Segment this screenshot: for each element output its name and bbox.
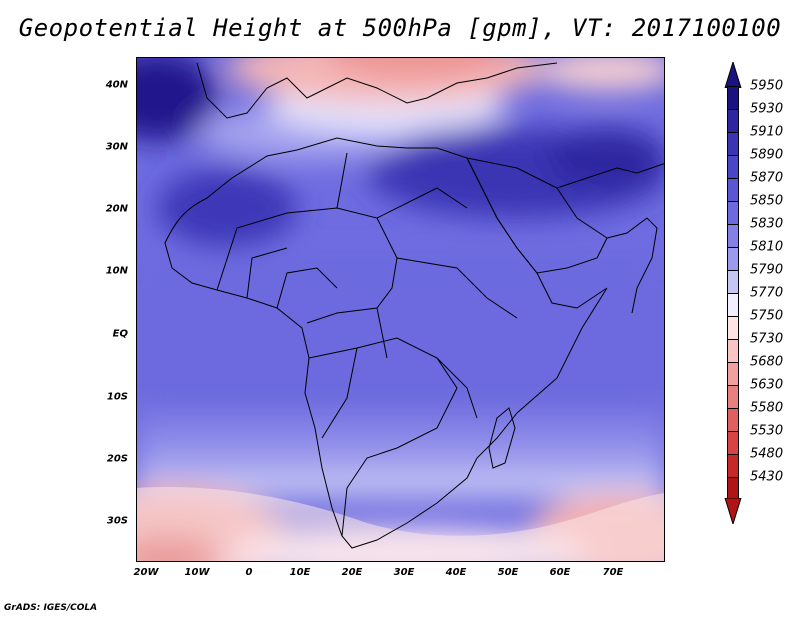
border-1: [216, 207, 398, 324]
colorbar-cell: [727, 362, 739, 385]
lon-label-30e: 30E: [393, 567, 415, 578]
lon-label-70e: 70E: [602, 567, 624, 578]
colorbar-cell: [727, 431, 739, 454]
colorbar-cell: [727, 339, 739, 362]
madagascar-coast: [488, 407, 516, 469]
colorbar-cell: [727, 132, 739, 155]
colorbar: [727, 86, 739, 500]
border-4: [321, 307, 478, 439]
africa-coast: [164, 137, 608, 549]
colorbar-cell: [727, 178, 739, 201]
colorbar-label: 5580: [750, 400, 784, 416]
india-coast: [606, 217, 658, 314]
colorbar-label: 5680: [750, 354, 784, 370]
colorbar-top-arrow: [724, 62, 742, 88]
lat-label-10n: 10N: [105, 265, 128, 277]
colorbar-cell: [727, 454, 739, 477]
lon-label-10w: 10W: [184, 567, 210, 578]
colorbar-label: 5730: [750, 331, 784, 347]
persia-coast: [556, 163, 664, 189]
colorbar-label: 5870: [750, 170, 784, 186]
europe-coast: [196, 62, 558, 119]
colorbar-label: 5750: [750, 308, 784, 324]
colorbar-cell: [727, 316, 739, 339]
colorbar-cell: [727, 408, 739, 431]
lat-label-10s: 10S: [106, 391, 128, 403]
lon-label-20w: 20W: [133, 567, 159, 578]
colorbar-label: 5530: [750, 423, 784, 439]
lat-label-30n: 30N: [105, 141, 128, 153]
colorbar-label: 5480: [750, 446, 784, 462]
border-5: [246, 247, 338, 309]
lon-label-10e: 10E: [289, 567, 311, 578]
lat-label-eq: EQ: [112, 328, 128, 340]
colorbar-label: 5630: [750, 377, 784, 393]
colorbar-label: 5770: [750, 285, 784, 301]
lon-label-20e: 20E: [341, 567, 363, 578]
colorbar-label: 5890: [750, 147, 784, 163]
colorbar-cell: [727, 109, 739, 132]
colorbar-cell: [727, 477, 739, 500]
geopotential-map: [137, 58, 664, 561]
colorbar-cell: [727, 247, 739, 270]
colorbar-label: 5850: [750, 193, 784, 209]
arabia-coast: [466, 157, 608, 274]
lon-label-60e: 60E: [549, 567, 571, 578]
lat-label-40n: 40N: [105, 79, 128, 91]
southern-trough-band: [137, 487, 664, 561]
colorbar-label: 5930: [750, 101, 784, 117]
border-3: [308, 337, 458, 537]
colorbar-cell: [727, 155, 739, 178]
colorbar-cell: [727, 385, 739, 408]
colorbar-cell: [727, 86, 739, 109]
colorbar-bottom-arrow: [724, 498, 742, 524]
lat-label-30s: 30S: [106, 515, 128, 527]
colorbar-cell: [727, 224, 739, 247]
colorbar-label: 5910: [750, 124, 784, 140]
lon-label-50e: 50E: [497, 567, 519, 578]
colorbar-cell: [727, 270, 739, 293]
map-title: Geopotential Height at 500hPa [gpm], VT:…: [18, 14, 782, 42]
colorbar-cell: [727, 201, 739, 224]
colorbar-label: 5830: [750, 216, 784, 232]
lon-label-40e: 40E: [445, 567, 467, 578]
colorbar-label: 5950: [750, 78, 784, 94]
map-plot-area: [136, 57, 665, 562]
lon-label-0: 0: [245, 567, 253, 578]
colorbar-label: 5790: [750, 262, 784, 278]
coastlines: [164, 62, 664, 549]
lat-label-20n: 20N: [105, 203, 128, 215]
colorbar-label: 5810: [750, 239, 784, 255]
credit-text: GrADS: IGES/COLA: [4, 603, 98, 613]
lat-label-20s: 20S: [106, 453, 128, 465]
height-field: [137, 58, 664, 561]
colorbar-label: 5430: [750, 469, 784, 485]
colorbar-cell: [727, 293, 739, 316]
border-2: [336, 152, 518, 319]
